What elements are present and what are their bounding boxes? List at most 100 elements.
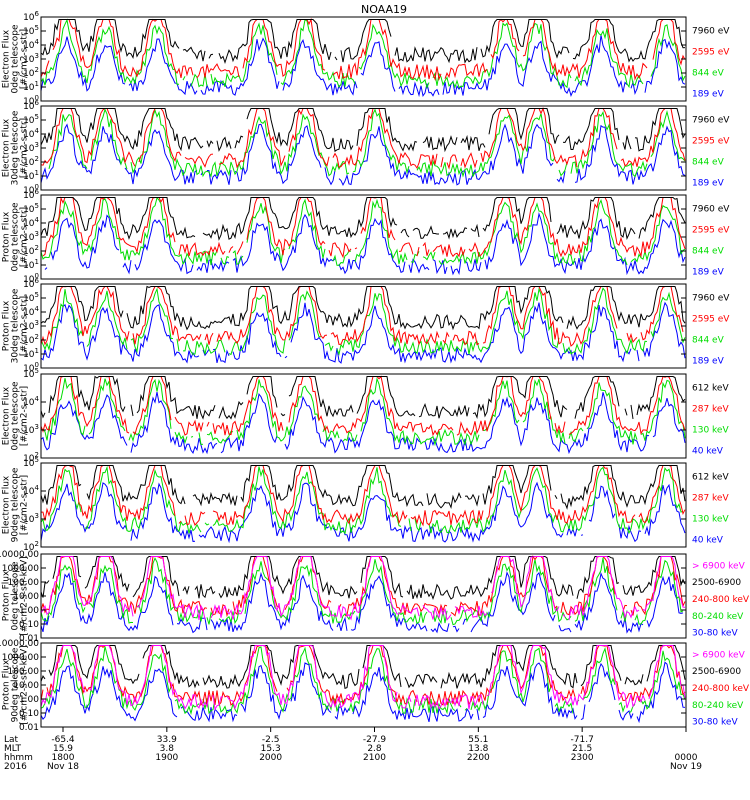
channel-label: 7960 eV [692,205,730,215]
y-axis-title: TEDProton Flux0deg telescope[#/cm2-s-str… [0,202,30,272]
series-trace-2595-ev [40,285,684,347]
y-tick-label: 1.00 [19,695,39,705]
y-tick-label: 0.10 [19,620,39,630]
x-tick-label: 21.5 [572,744,592,754]
channel-label: > 6900 keV [692,561,746,571]
x-tick-label: 15.3 [261,744,281,754]
series-trace-612-kev [40,375,686,420]
panel-frame [40,462,687,548]
y-axis-title: MEPEDProton Flux90deg telescope[#/cm2-s-… [0,645,30,724]
series-trace-189-ev [44,212,686,276]
series-trace-844-ev [40,287,686,356]
channel-label: 240-800 keV [692,684,750,694]
y-tick-label: 0.01 [19,634,39,644]
y-axis-title: TEDElectron Flux0deg telescope[#/cm2-s-s… [0,24,30,94]
channel-label: 844 eV [692,158,725,168]
channel-label: 7960 eV [692,294,730,304]
x-tick-label: 1900 [155,753,178,763]
channel-label: 844 eV [692,247,725,257]
x-tick-label: 2100 [363,753,386,763]
y-tick-label: 1000.00 [2,564,39,574]
series-trace-7960-ev [40,285,686,331]
y-tick-label: 10.00 [13,592,39,602]
series-trace-612-kev [40,465,686,510]
channel-label: 30-80 keV [692,629,738,639]
x-tick-label: 2300 [571,753,594,763]
x-tick-label: -2.5 [262,735,280,745]
x-row-label: Lat [4,735,19,745]
x-tick-label: 0000 [675,753,698,763]
y-axis-title: MEPEDProton Flux0deg telescope[#/cm2-s-s… [0,556,30,635]
x-tick-label: 1800 [52,753,75,763]
series-trace-130-kev [40,465,684,535]
series-trace-40-kev [40,481,686,544]
x-tick-label: Nov 19 [670,762,702,772]
channel-label: 189 eV [692,179,725,189]
series-trace-7960-ev [40,108,686,153]
panel-frame [40,373,687,459]
y-tick-label: 100.00 [8,578,40,588]
y-tick-label: 10000.00 [0,550,39,560]
x-row-label: hhmm [4,753,33,763]
y-tick-label: 0.10 [19,709,39,719]
y-tick-label: 1000.00 [2,653,39,663]
series-trace-7960-ev [40,197,686,241]
series-trace-189-ev [40,123,686,187]
panel-meped-proton-90deg: 0.01 0.10 1.00 10.00 100.00 1000.00 10000.00ME… [0,639,750,733]
channel-label: 2595 eV [692,137,730,147]
y-tick-label: 0.01 [19,723,39,733]
series-trace-189-ev [40,35,686,98]
x-tick-label: Nov 18 [47,762,79,772]
y-tick-label: 10.00 [13,681,39,691]
panel-meped-proton-0deg: 0.01 0.10 1.00 10.00 100.00 1000.00 10000.00ME… [0,550,750,644]
y-tick-label: 10000.00 [0,639,39,649]
channel-label: 844 eV [692,336,725,346]
y-axis-title: MEPEDElectron Flux90deg telescope[#/cm2-… [0,467,30,542]
y-axis-title: MEPEDElectron Flux0deg telescope[#/cm2-s… [0,381,30,451]
x-tick-label: 2000 [259,753,282,763]
series-trace-30-80-kev [40,571,684,634]
series-trace--6900-kev [40,556,686,621]
x-row-label: MLT [4,744,22,754]
series-trace--6900-kev [40,645,686,711]
channel-label: 30-80 keV [692,718,738,728]
x-tick-label: -65.4 [51,735,75,745]
series-trace-40-kev [40,392,686,455]
channel-label: 80-240 keV [692,701,744,711]
channel-label: 612 keV [692,473,729,483]
x-tick-label: 33.9 [157,735,177,745]
series-trace-2595-ev [42,196,686,259]
y-tick-label: 100.00 [8,667,40,677]
series-trace-30-80-kev [40,661,686,724]
series-trace-80-240-kev [40,557,684,626]
series-trace-189-ev [40,301,686,364]
y-axis-title: TEDElectron Flux30deg telescope[#/cm2-s-… [0,110,30,185]
series-trace-844-ev [40,18,686,90]
x-tick-label: 13.8 [468,744,488,754]
x-tick-label: 2200 [467,753,490,763]
channel-label: > 6900 keV [692,650,746,660]
x-tick-label: 15.9 [53,744,73,754]
x-tick-label: 55.1 [468,735,488,745]
channel-label: 130 keV [692,515,729,525]
y-tick-label: 1.00 [19,606,39,616]
channel-label: 287 keV [692,494,729,504]
plot-title: NOAA19 [361,3,407,16]
channel-label: 80-240 keV [692,612,744,622]
channel-label: 844 eV [692,69,725,79]
channel-label: 40 keV [692,447,724,457]
x-tick-label: 2.8 [367,744,382,754]
x-tick-label: -71.7 [571,735,594,745]
series-trace-844-ev [40,196,686,266]
channel-label: 130 keV [692,426,729,436]
channel-label: 189 eV [692,90,725,100]
x-tick-label: -27.9 [363,735,387,745]
